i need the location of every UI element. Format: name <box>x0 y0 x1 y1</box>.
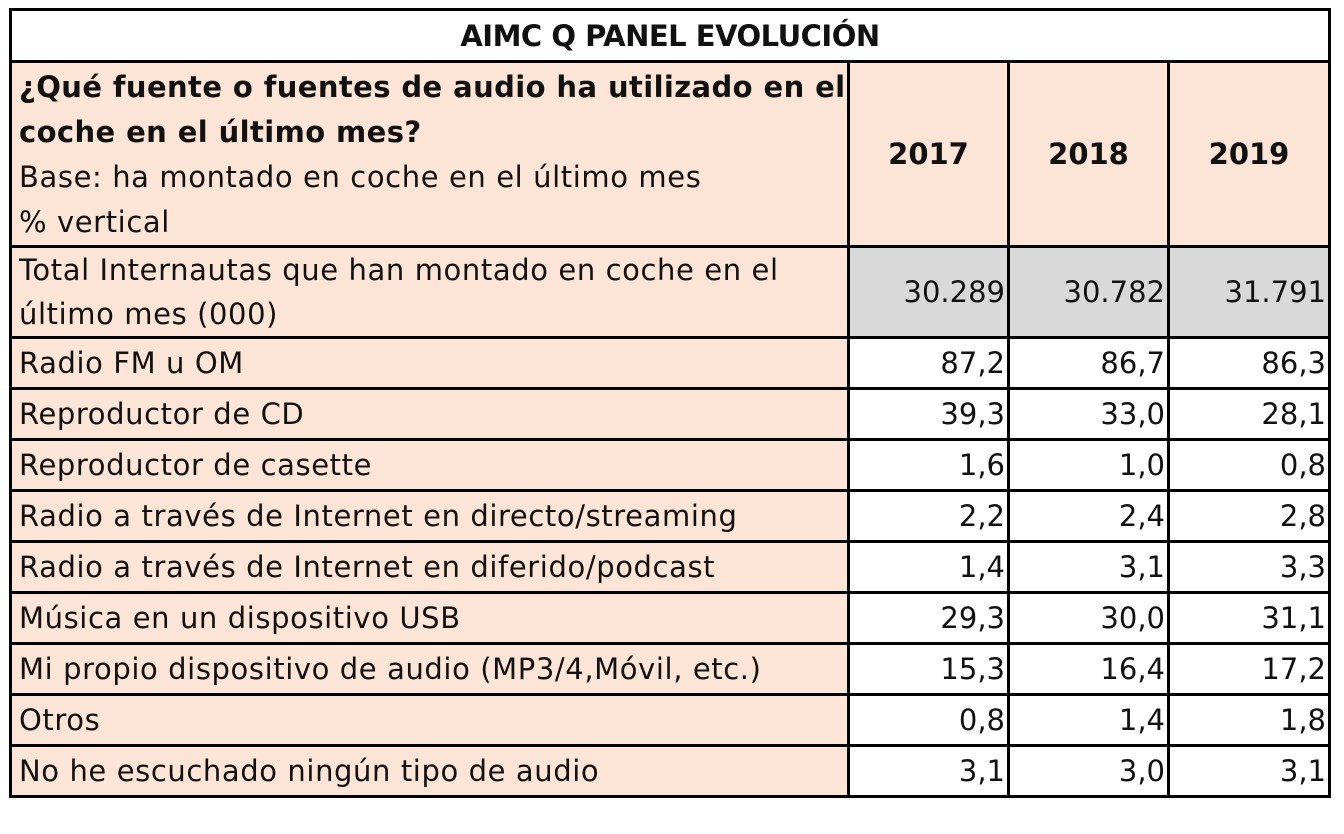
row-value-2017: 39,3 <box>847 387 1010 441</box>
row-value-2017: 1,6 <box>847 438 1010 492</box>
unit-text: % vertical <box>19 205 170 239</box>
row-value-2019: 86,3 <box>1167 336 1331 390</box>
total-row: Total Internautas que han montado en coc… <box>9 245 1331 339</box>
row-value-2017: 15,3 <box>847 642 1010 696</box>
row-value-2017: 87,2 <box>847 336 1010 390</box>
row-label: Otros <box>9 693 850 747</box>
total-value-2018: 30.782 <box>1007 245 1170 339</box>
row-value-2018: 1,0 <box>1007 438 1170 492</box>
row-label: No he escuchado ningún tipo de audio <box>9 744 850 798</box>
row-value-2019: 3,3 <box>1167 540 1331 594</box>
question-text: ¿Qué fuente o fuentes de audio ha utiliz… <box>19 70 846 149</box>
table-row: Radio a través de Internet en directo/st… <box>9 489 1331 543</box>
row-label: Radio a través de Internet en diferido/p… <box>9 540 850 594</box>
row-value-2017: 3,1 <box>847 744 1010 798</box>
row-value-2019: 28,1 <box>1167 387 1331 441</box>
row-value-2019: 0,8 <box>1167 438 1331 492</box>
table-row: Mi propio dispositivo de audio (MP3/4,Mó… <box>9 642 1331 696</box>
table-container: AIMC Q PANEL EVOLUCIÓN ¿Qué fuente o fue… <box>9 8 1331 798</box>
row-value-2018: 33,0 <box>1007 387 1170 441</box>
row-value-2019: 3,1 <box>1167 744 1331 798</box>
row-value-2019: 17,2 <box>1167 642 1331 696</box>
table-row: Otros 0,8 1,4 1,8 <box>9 693 1331 747</box>
row-value-2018: 2,4 <box>1007 489 1170 543</box>
year-header-2018: 2018 <box>1007 60 1170 248</box>
table-title: AIMC Q PANEL EVOLUCIÓN <box>9 8 1331 63</box>
row-value-2018: 3,1 <box>1007 540 1170 594</box>
row-value-2019: 2,8 <box>1167 489 1331 543</box>
total-label: Total Internautas que han montado en coc… <box>9 245 850 339</box>
row-value-2018: 30,0 <box>1007 591 1170 645</box>
table-row: Música en un dispositivo USB 29,3 30,0 31,1 <box>9 591 1331 645</box>
table-row: Reproductor de CD 39,3 33,0 28,1 <box>9 387 1331 441</box>
row-value-2018: 3,0 <box>1007 744 1170 798</box>
row-label: Radio FM u OM <box>9 336 850 390</box>
row-value-2017: 0,8 <box>847 693 1010 747</box>
row-value-2017: 1,4 <box>847 540 1010 594</box>
table-row: No he escuchado ningún tipo de audio 3,1 3… <box>9 744 1331 798</box>
title-row: AIMC Q PANEL EVOLUCIÓN <box>9 8 1331 63</box>
table-row: Radio a través de Internet en diferido/p… <box>9 540 1331 594</box>
header-row: ¿Qué fuente o fuentes de audio ha utiliz… <box>9 60 1331 248</box>
row-label: Reproductor de CD <box>9 387 850 441</box>
base-text: Base: ha montado en coche en el último m… <box>19 160 702 194</box>
question-cell: ¿Qué fuente o fuentes de audio ha utiliz… <box>9 60 850 248</box>
row-label: Reproductor de casette <box>9 438 850 492</box>
year-header-2019: 2019 <box>1167 60 1331 248</box>
row-value-2018: 16,4 <box>1007 642 1170 696</box>
total-value-2017: 30.289 <box>847 245 1010 339</box>
year-header-2017: 2017 <box>847 60 1010 248</box>
row-label: Radio a través de Internet en directo/st… <box>9 489 850 543</box>
row-value-2019: 1,8 <box>1167 693 1331 747</box>
table-row: Radio FM u OM 87,2 86,7 86,3 <box>9 336 1331 390</box>
row-label: Mi propio dispositivo de audio (MP3/4,Mó… <box>9 642 850 696</box>
row-label: Música en un dispositivo USB <box>9 591 850 645</box>
row-value-2019: 31,1 <box>1167 591 1331 645</box>
row-value-2018: 86,7 <box>1007 336 1170 390</box>
row-value-2017: 2,2 <box>847 489 1010 543</box>
row-value-2017: 29,3 <box>847 591 1010 645</box>
total-value-2019: 31.791 <box>1167 245 1331 339</box>
data-table: AIMC Q PANEL EVOLUCIÓN ¿Qué fuente o fue… <box>9 8 1331 798</box>
table-row: Reproductor de casette 1,6 1,0 0,8 <box>9 438 1331 492</box>
row-value-2018: 1,4 <box>1007 693 1170 747</box>
